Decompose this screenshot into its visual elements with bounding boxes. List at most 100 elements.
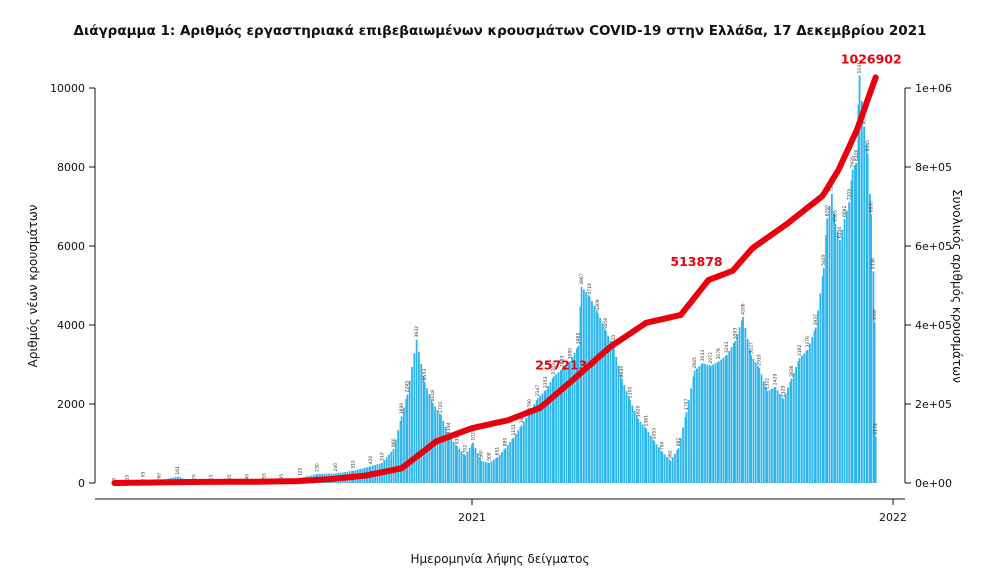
- svg-text:1174: 1174: [873, 423, 879, 435]
- svg-text:2018: 2018: [430, 390, 436, 402]
- svg-text:4000: 4000: [57, 319, 85, 332]
- svg-text:3421: 3421: [611, 334, 617, 346]
- svg-text:310: 310: [351, 460, 357, 469]
- x-axis-label: Ημερομηνία λήψης δείγματος: [410, 552, 590, 566]
- svg-text:4719: 4719: [587, 283, 593, 295]
- axes: 0 2000 4000 6000 8000 10000 0e+00 2e+05 4e+05 6e+…: [50, 82, 952, 524]
- svg-text:3850: 3850: [603, 317, 609, 329]
- svg-text:2630: 2630: [619, 366, 625, 378]
- svg-text:6150: 6150: [837, 227, 843, 239]
- svg-text:3632: 3632: [414, 326, 420, 338]
- svg-text:560: 560: [479, 450, 485, 459]
- svg-text:7317: 7317: [829, 180, 835, 192]
- svg-text:240: 240: [333, 463, 339, 472]
- svg-text:2353: 2353: [543, 377, 549, 389]
- svg-text:8345: 8345: [865, 140, 871, 152]
- svg-text:2636: 2636: [789, 365, 795, 377]
- svg-text:2845: 2845: [692, 357, 698, 369]
- svg-text:4060: 4060: [872, 309, 878, 321]
- svg-text:3033: 3033: [700, 350, 706, 362]
- svg-text:3937: 3937: [813, 314, 819, 326]
- svg-text:2000: 2000: [57, 398, 85, 411]
- svg-text:4e+05: 4e+05: [915, 319, 952, 332]
- svg-text:562: 562: [668, 450, 674, 459]
- svg-text:6565: 6565: [833, 210, 839, 222]
- chart-title: Διάγραμμα 1: Αριθμός εργαστηριακά επιβεβ…: [73, 23, 927, 39]
- svg-text:4206: 4206: [740, 303, 746, 315]
- y-axis-label-right: Συνολικός αριθμός κρουσμάτων: [950, 189, 964, 383]
- svg-text:15: 15: [209, 475, 215, 481]
- svg-text:3: 3: [112, 478, 118, 481]
- svg-text:10000: 10000: [50, 82, 85, 95]
- svg-text:25: 25: [191, 474, 197, 480]
- svg-text:651: 651: [495, 447, 501, 456]
- svg-text:0e+00: 0e+00: [915, 477, 952, 490]
- svg-text:55: 55: [262, 473, 268, 479]
- svg-text:1e+06: 1e+06: [915, 82, 952, 95]
- y-axis-label-left: Αριθμός νέων κρουσμάτων: [26, 204, 40, 368]
- milestone-annotation: 1026902: [841, 51, 902, 66]
- svg-text:1024: 1024: [471, 429, 477, 441]
- svg-text:4309: 4309: [595, 299, 601, 311]
- svg-text:9024: 9024: [862, 113, 868, 125]
- svg-text:2021: 2021: [458, 511, 486, 524]
- svg-text:161: 161: [175, 466, 181, 475]
- svg-text:931: 931: [454, 435, 460, 444]
- svg-text:2919: 2919: [757, 354, 763, 366]
- svg-text:1381: 1381: [644, 415, 650, 427]
- svg-text:3162: 3162: [797, 345, 803, 357]
- daily-cases-bars: [113, 75, 877, 484]
- svg-text:3241: 3241: [724, 341, 730, 353]
- svg-text:15: 15: [124, 475, 130, 481]
- svg-text:7105: 7105: [847, 189, 853, 201]
- svg-text:1620: 1620: [635, 405, 641, 417]
- svg-text:6000: 6000: [57, 240, 85, 253]
- svg-text:2022: 2022: [879, 511, 907, 524]
- svg-text:702: 702: [462, 445, 468, 454]
- svg-text:510: 510: [379, 452, 385, 461]
- svg-text:882: 882: [676, 437, 682, 446]
- svg-text:1790: 1790: [527, 399, 533, 411]
- bar-value-labels: 3 15 95 60 161 25 15 25 40 55 35 125 230 240 310 420 510…: [112, 59, 879, 481]
- svg-text:6682: 6682: [842, 206, 848, 218]
- svg-text:8100: 8100: [853, 149, 859, 161]
- svg-text:5449: 5449: [821, 254, 827, 266]
- svg-text:2100: 2100: [627, 387, 633, 399]
- svg-text:5356: 5356: [871, 258, 877, 270]
- svg-text:1720: 1720: [438, 402, 444, 414]
- svg-text:2147: 2147: [535, 385, 541, 397]
- svg-text:6e+05: 6e+05: [915, 240, 952, 253]
- svg-text:1690: 1690: [399, 403, 405, 415]
- svg-text:1053: 1053: [652, 428, 658, 440]
- svg-text:0: 0: [78, 477, 85, 490]
- svg-text:2972: 2972: [708, 352, 714, 364]
- svg-text:60: 60: [157, 473, 163, 479]
- svg-text:3080: 3080: [567, 348, 573, 360]
- svg-text:508: 508: [487, 452, 493, 461]
- svg-text:1797: 1797: [684, 398, 690, 410]
- svg-text:1194: 1194: [446, 422, 452, 434]
- svg-text:95: 95: [141, 471, 147, 477]
- svg-text:7935: 7935: [850, 156, 856, 168]
- svg-text:2125: 2125: [781, 386, 787, 398]
- svg-text:2322: 2322: [765, 378, 771, 390]
- milestone-annotation: 257213: [535, 357, 587, 372]
- svg-text:3593: 3593: [732, 328, 738, 340]
- svg-text:125: 125: [297, 467, 303, 476]
- svg-text:3376: 3376: [805, 336, 811, 348]
- svg-text:1151: 1151: [511, 424, 517, 436]
- svg-text:2702: 2702: [551, 363, 557, 375]
- svg-text:2429: 2429: [773, 374, 779, 386]
- svg-text:2e+05: 2e+05: [915, 398, 952, 411]
- milestone-annotations: 257213 513878 1026902: [535, 51, 902, 372]
- svg-text:3227: 3227: [748, 342, 754, 354]
- svg-text:860: 860: [391, 438, 397, 447]
- svg-text:8e+05: 8e+05: [915, 161, 952, 174]
- cumulative-line: [111, 74, 879, 486]
- svg-text:6800: 6800: [868, 201, 874, 213]
- svg-text:784: 784: [660, 441, 666, 450]
- svg-text:3465: 3465: [575, 333, 581, 345]
- svg-text:25: 25: [227, 474, 233, 480]
